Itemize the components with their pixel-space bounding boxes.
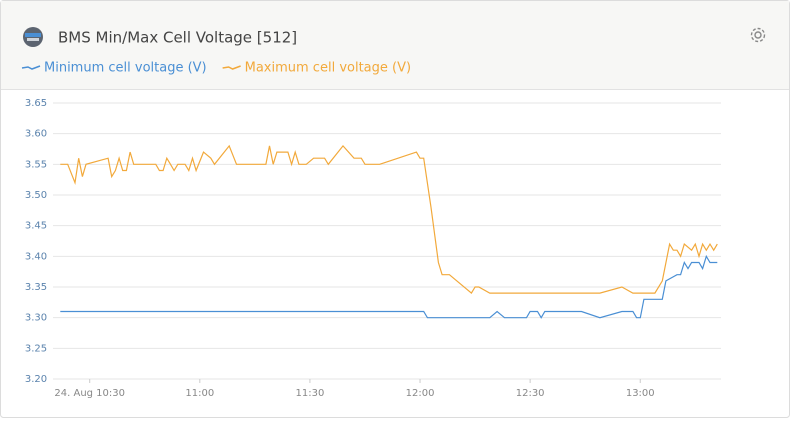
x-tick-label: 12:00 xyxy=(406,388,435,399)
y-tick-label: 3.65 xyxy=(25,98,47,109)
y-tick-label: 3.25 xyxy=(25,343,47,354)
legend: Minimum cell voltage (V) Maximum cell vol… xyxy=(21,61,411,76)
y-tick-label: 3.60 xyxy=(25,129,47,140)
legend-label: Maximum cell voltage (V) xyxy=(245,61,411,76)
y-tick-label: 3.50 xyxy=(25,190,47,201)
y-tick-label: 3.30 xyxy=(25,313,47,324)
y-tick-label: 3.40 xyxy=(25,251,47,262)
settings-icon[interactable] xyxy=(750,27,766,43)
y-tick-label: 3.45 xyxy=(25,221,47,232)
legend-swatch xyxy=(222,65,241,70)
x-tick-label: 12:30 xyxy=(516,388,545,399)
x-tick-label: 24. Aug 10:30 xyxy=(54,388,125,399)
legend-label: Minimum cell voltage (V) xyxy=(44,61,207,76)
series-line xyxy=(60,144,718,295)
chart-title: BMS Min/Max Cell Voltage [512] xyxy=(58,29,297,47)
plot-area: 3.65 3.60 3.55 3.50 3.45 3.40 3.35 3.30 3.25 3.20… xyxy=(25,98,721,399)
y-tick-label: 3.35 xyxy=(25,282,47,293)
x-tick-label: 13:00 xyxy=(626,388,655,399)
x-tick-label: 11:00 xyxy=(185,388,214,399)
legend-swatch xyxy=(21,65,41,70)
y-tick-label: 3.55 xyxy=(25,159,47,170)
bms-icon xyxy=(23,27,43,47)
header xyxy=(1,1,789,89)
x-tick-label: 11:30 xyxy=(296,388,325,399)
y-tick-label: 3.20 xyxy=(25,374,47,385)
legend-item[interactable]: Maximum cell voltage (V) xyxy=(222,61,411,76)
legend-item[interactable]: Minimum cell voltage (V) xyxy=(21,61,207,76)
series-line xyxy=(60,254,718,319)
